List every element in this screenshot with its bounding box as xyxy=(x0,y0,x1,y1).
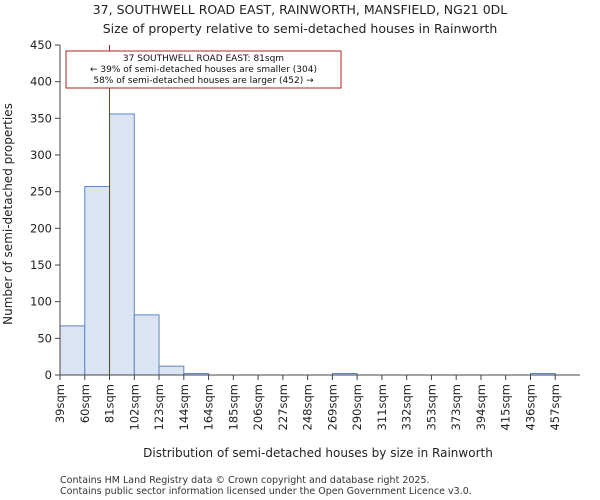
chart-title-line2: Size of property relative to semi-detach… xyxy=(103,21,498,36)
x-tick-label: 436sqm xyxy=(523,384,537,430)
x-tick-label: 39sqm xyxy=(53,384,67,423)
x-axis-label: Distribution of semi-detached houses by … xyxy=(143,446,493,460)
x-tick-label: 457sqm xyxy=(548,384,562,430)
x-tick-label: 81sqm xyxy=(103,384,117,423)
x-tick-label: 164sqm xyxy=(202,384,216,430)
y-tick-label: 250 xyxy=(30,185,52,199)
footer-line2: Contains public sector information licen… xyxy=(60,486,472,497)
x-tick-label: 332sqm xyxy=(400,384,414,430)
chart-title-line1: 37, SOUTHWELL ROAD EAST, RAINWORTH, MANS… xyxy=(93,2,508,17)
bar-81sqm xyxy=(109,113,135,376)
bar-102sqm xyxy=(133,314,160,376)
bar-123sqm xyxy=(158,365,185,376)
y-axis-label: Number of semi-detached properties xyxy=(1,103,15,325)
y-tick-label: 150 xyxy=(30,258,52,272)
x-tick-label: 269sqm xyxy=(325,384,339,430)
x-tick-label: 227sqm xyxy=(276,384,290,430)
x-tick-label: 311sqm xyxy=(375,384,389,430)
x-tick-label: 373sqm xyxy=(449,384,463,430)
y-tick-label: 350 xyxy=(30,111,52,125)
y-tick-label: 50 xyxy=(37,331,52,345)
x-tick-label: 185sqm xyxy=(226,384,240,430)
y-tick-label: 400 xyxy=(30,75,52,89)
y-tick-label: 100 xyxy=(30,295,52,309)
y-tick-label: 0 xyxy=(45,368,52,382)
y-tick-label: 300 xyxy=(30,148,52,162)
x-tick-label: 206sqm xyxy=(251,384,265,430)
x-tick-label: 415sqm xyxy=(499,384,513,430)
y-tick-label: 450 xyxy=(30,38,52,52)
annotation-box xyxy=(65,50,342,89)
bar-60sqm xyxy=(84,186,111,376)
x-tick-label: 123sqm xyxy=(152,384,166,430)
x-tick-label: 60sqm xyxy=(78,384,92,423)
footer-line1: Contains HM Land Registry data © Crown c… xyxy=(60,475,430,486)
x-tick-label: 290sqm xyxy=(350,384,364,430)
x-tick-label: 144sqm xyxy=(177,384,191,430)
x-tick-label: 248sqm xyxy=(301,384,315,430)
bar-39sqm xyxy=(59,325,86,376)
annotation-line2: ← 39% of semi-detached houses are smalle… xyxy=(90,65,317,75)
x-tick-label: 394sqm xyxy=(474,384,488,430)
annotation-line1: 37 SOUTHWELL ROAD EAST: 81sqm xyxy=(123,54,284,64)
x-tick-label: 353sqm xyxy=(424,384,438,430)
y-tick-label: 200 xyxy=(30,221,52,235)
x-tick-label: 102sqm xyxy=(127,384,141,430)
plot-area: 0 50 100 150 200 250 300 350 400 450 39sqm 60sqm 81s… xyxy=(30,38,580,430)
annotation-line3: 58% of semi-detached houses are larger (… xyxy=(93,76,314,86)
